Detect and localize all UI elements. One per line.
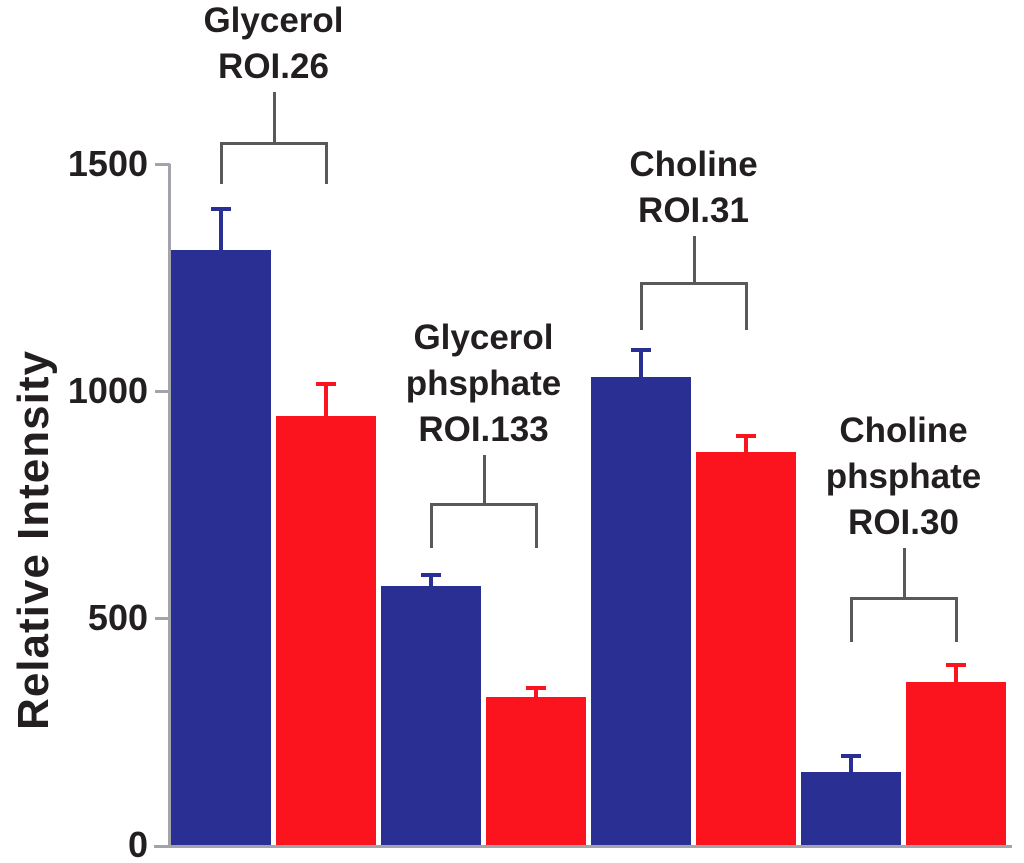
group-label-line: Glycerol — [203, 1, 344, 40]
y-tick-mark — [155, 163, 170, 166]
bracket-stem — [482, 455, 486, 503]
bracket-leg-right — [535, 503, 538, 548]
error-bar-stem — [429, 575, 433, 594]
group-label-line: ROI.31 — [638, 191, 749, 230]
error-bar-cap — [421, 573, 441, 577]
error-bar-stem — [639, 350, 643, 385]
bracket-leg-right — [745, 282, 748, 330]
y-tick-label: 1500 — [67, 143, 148, 184]
bracket-leg-left — [220, 142, 223, 184]
group-label-line: Glycerol — [413, 318, 554, 357]
group-label: Choline phsphate ROI.30 — [734, 408, 1024, 546]
error-bar-stem — [744, 436, 748, 460]
y-tick-label: 500 — [87, 597, 148, 638]
bracket-leg-right — [955, 597, 958, 642]
bar-blue-group2 — [381, 586, 481, 845]
bar-red-group2 — [486, 697, 586, 845]
bracket-bar — [430, 503, 538, 506]
group-label-line: Choline — [839, 411, 968, 450]
error-bar-stem — [324, 384, 328, 424]
y-tick-label: 0 — [127, 824, 148, 863]
bar-blue-group3 — [591, 377, 691, 845]
y-tick-label: 1000 — [67, 370, 148, 411]
bracket-leg-left — [640, 282, 643, 330]
bar-blue-group1 — [171, 250, 271, 845]
bracket-bar — [850, 597, 958, 600]
error-bar-cap — [631, 348, 651, 352]
error-bar-stem — [954, 665, 958, 690]
error-bar-stem — [849, 756, 853, 780]
bracket-leg-left — [430, 503, 433, 548]
bar-red-group4 — [906, 682, 1006, 845]
bracket-stem — [692, 236, 696, 282]
group-label: Glycerol ROI.26 — [104, 0, 444, 90]
error-bar-stem — [534, 688, 538, 705]
group-label-line: Choline — [629, 145, 758, 184]
group-label-line: ROI.30 — [848, 503, 959, 542]
group-label-line: ROI.26 — [218, 47, 329, 86]
error-bar-cap — [841, 754, 861, 758]
group-label-line: ROI.133 — [418, 410, 549, 449]
bracket-stem — [272, 92, 276, 142]
y-axis-line — [168, 164, 171, 845]
group-label: Choline ROI.31 — [524, 142, 864, 234]
error-bar-stem — [219, 209, 223, 258]
bar-blue-group4 — [801, 772, 901, 845]
bar-red-group1 — [276, 416, 376, 845]
bar-red-group3 — [696, 452, 796, 845]
y-tick-mark — [155, 390, 170, 393]
error-bar-cap — [736, 434, 756, 438]
bracket-bar — [640, 282, 748, 285]
error-bar-cap — [526, 686, 546, 690]
bracket-bar — [220, 142, 328, 145]
error-bar-cap — [211, 207, 231, 211]
bracket-leg-right — [325, 142, 328, 184]
bracket-stem — [902, 548, 906, 597]
error-bar-cap — [946, 663, 966, 667]
y-tick-mark — [155, 617, 170, 620]
error-bar-cap — [316, 382, 336, 386]
x-baseline — [154, 845, 1012, 848]
bracket-leg-left — [850, 597, 853, 642]
group-label: Glycerol phsphate ROI.133 — [314, 315, 654, 453]
group-label-line: phsphate — [405, 364, 562, 403]
group-label-line: phsphate — [825, 457, 982, 496]
